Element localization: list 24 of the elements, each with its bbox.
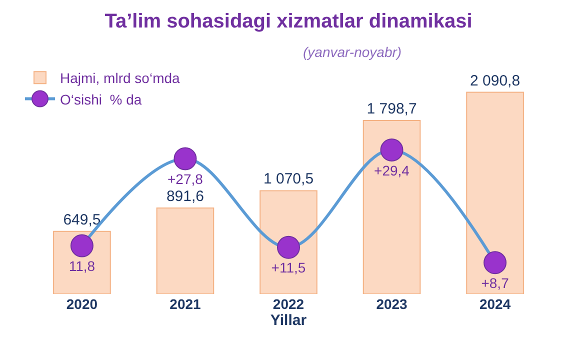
data-label: 649,5 [63, 211, 101, 228]
bar [156, 207, 214, 294]
data-label: 11,8 [68, 258, 96, 274]
legend-label: Hajmi, mlrd so‘mda [60, 70, 180, 86]
data-label: +8,7 [481, 274, 510, 291]
x-tick-label: 2020 [66, 296, 98, 312]
chart-title: Ta’lim sohasidagi xizmatlar dinamikasi [104, 10, 472, 33]
data-label: 1 070,5 [263, 170, 314, 188]
data-label: +29,4 [374, 162, 410, 178]
x-tick-label: 2024 [479, 296, 511, 312]
x-axis-title: Yillar [270, 312, 307, 329]
legend-label: O‘sishi % da [60, 91, 142, 108]
data-label: +27,8 [168, 170, 204, 187]
x-tick-label: 2022 [272, 296, 304, 312]
data-label: 2 090,8 [470, 72, 520, 90]
x-tick-label: 2023 [376, 296, 408, 312]
chart-subtitle: (yanvar-noyabr) [303, 44, 402, 60]
x-tick-label: 2021 [170, 296, 202, 312]
bar [466, 92, 524, 294]
data-label: 1 798,7 [366, 100, 417, 118]
bar [260, 190, 318, 294]
data-label: 891,6 [166, 188, 204, 205]
bar [362, 120, 421, 294]
data-label: +11,5 [271, 260, 306, 276]
